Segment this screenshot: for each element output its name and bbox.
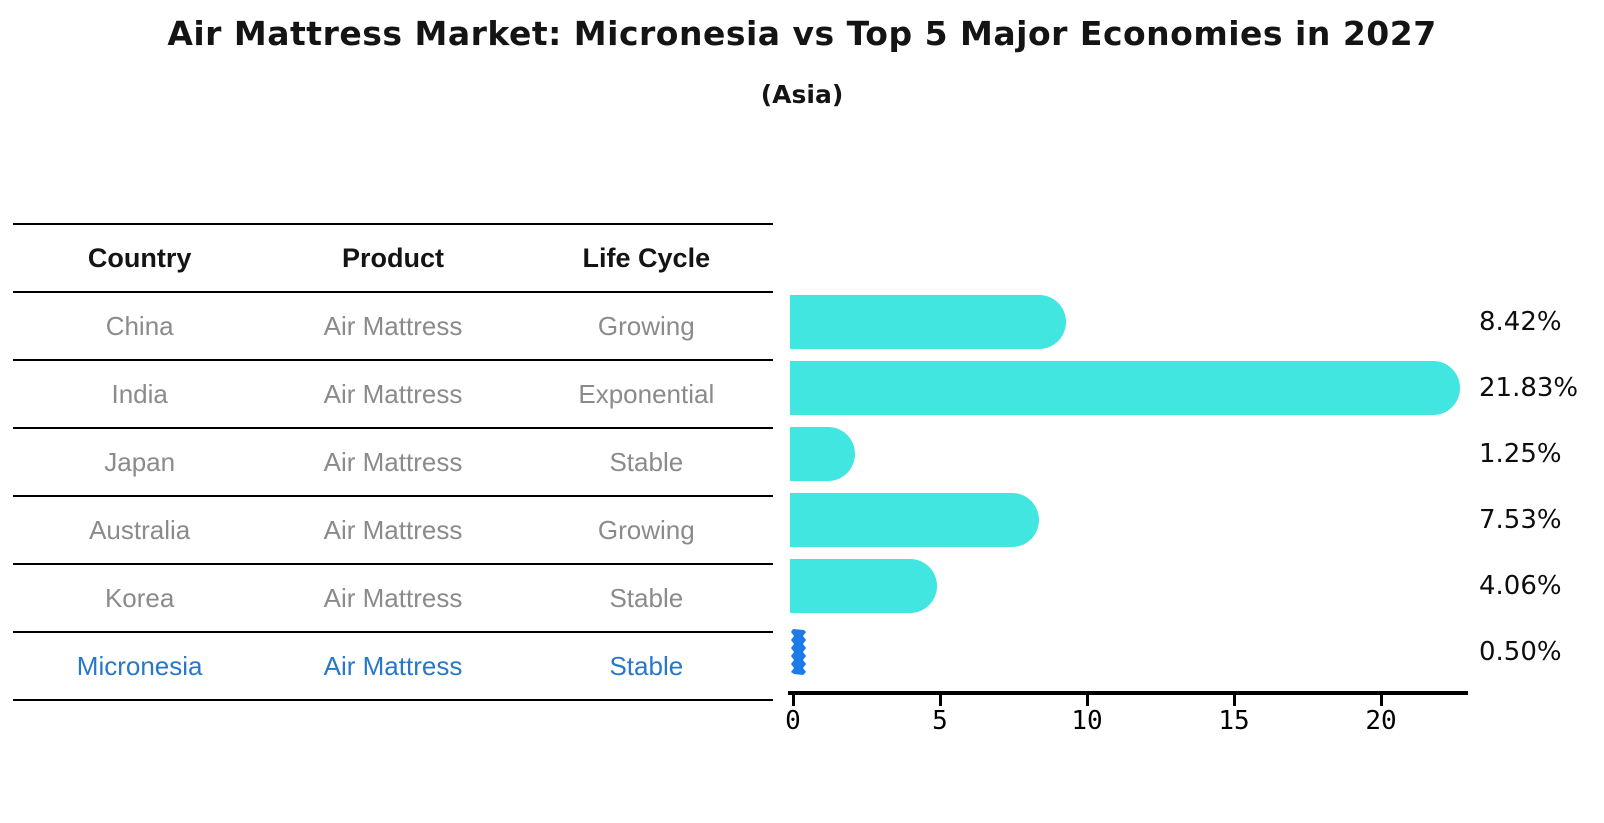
product-cell: Air Mattress	[323, 582, 463, 613]
country-cell: China	[105, 310, 174, 341]
x-axis-tick-label: 20	[1365, 706, 1397, 736]
table-row-china: China Air Mattress Growing	[13, 293, 773, 361]
x-axis-tick	[1232, 695, 1236, 706]
x-axis-line	[788, 691, 1468, 695]
product-cell: Air Mattress	[323, 514, 463, 545]
bar-india	[790, 361, 1460, 415]
bar-value-label: 21.83%	[1479, 373, 1579, 403]
x-axis-tick-label: 10	[1071, 706, 1103, 736]
column-header-life-cycle: Life Cycle	[582, 242, 711, 273]
x-axis-tick-label: 0	[785, 706, 801, 736]
x-axis-tick	[1085, 695, 1089, 706]
life-cycle-cell: Stable	[609, 650, 684, 681]
sketch-bar-shape	[791, 629, 806, 675]
x-axis-tick	[938, 695, 942, 706]
x-axis-tick	[791, 695, 795, 706]
bar-japan	[790, 427, 855, 481]
table-row-india: India Air Mattress Exponential	[13, 361, 773, 429]
table-row-australia: Australia Air Mattress Growing	[13, 497, 773, 565]
product-cell: Air Mattress	[323, 446, 463, 477]
bar-value-label: 0.50%	[1479, 637, 1562, 667]
bar-korea	[790, 559, 938, 613]
life-cycle-cell: Stable	[609, 582, 684, 613]
bar-value-label: 8.42%	[1479, 307, 1562, 337]
country-cell: Korea	[104, 582, 175, 613]
table-row-micronesia: Micronesia Air Mattress Stable	[13, 633, 773, 701]
bar-micronesia-highlight	[791, 629, 806, 675]
country-cell: India	[111, 378, 168, 409]
country-cell: Japan	[104, 446, 176, 477]
country-cell: Micronesia	[76, 650, 203, 681]
x-axis-tick-label: 5	[932, 706, 948, 736]
life-cycle-cell: Growing	[597, 514, 695, 545]
life-cycle-cell: Exponential	[578, 378, 715, 409]
chart-subtitle: (Asia)	[760, 80, 844, 109]
life-cycle-cell: Growing	[597, 310, 695, 341]
table-header-row: Country Product Life Cycle	[13, 223, 773, 293]
bar-australia	[790, 493, 1040, 547]
bar-value-label: 7.53%	[1479, 505, 1562, 535]
bar-value-label: 1.25%	[1479, 439, 1562, 469]
bar-value-label: 4.06%	[1479, 571, 1562, 601]
chart-title: Air Mattress Market: Micronesia vs Top 5…	[167, 14, 1437, 53]
x-axis-tick-label: 15	[1218, 706, 1250, 736]
column-header-product: Product	[341, 242, 444, 273]
life-cycle-cell: Stable	[609, 446, 684, 477]
product-cell: Air Mattress	[323, 378, 463, 409]
country-cell: Australia	[89, 514, 191, 545]
column-header-country: Country	[87, 242, 192, 273]
data-table: Country Product Life Cycle China Air Mat…	[13, 223, 773, 701]
table-row-japan: Japan Air Mattress Stable	[13, 429, 773, 497]
x-axis-tick	[1379, 695, 1383, 706]
product-cell: Air Mattress	[323, 310, 463, 341]
bar-china	[790, 295, 1066, 349]
table-row-korea: Korea Air Mattress Stable	[13, 565, 773, 633]
product-cell: Air Mattress	[323, 650, 463, 681]
